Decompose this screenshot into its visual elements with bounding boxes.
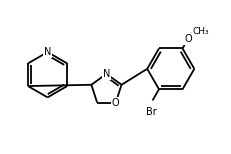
Text: O: O xyxy=(184,34,192,44)
Text: CH₃: CH₃ xyxy=(193,27,209,36)
Text: N: N xyxy=(103,69,110,79)
Text: N: N xyxy=(44,47,51,57)
Text: O: O xyxy=(112,97,120,107)
Text: Br: Br xyxy=(146,107,157,117)
